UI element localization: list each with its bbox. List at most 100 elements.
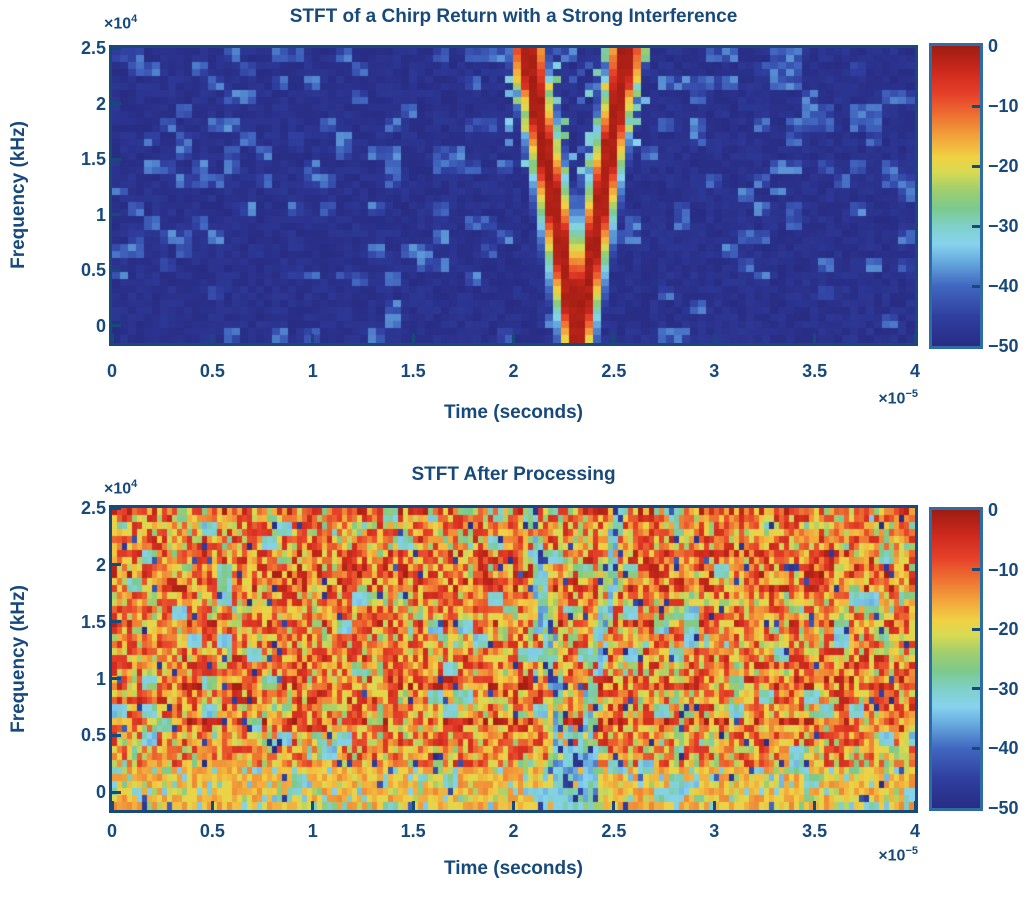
x-tick-label: 2.5	[601, 821, 627, 841]
colorbar-tick-mark	[972, 164, 980, 168]
x-tick-mark	[712, 334, 716, 343]
y-tick-mark	[112, 790, 121, 794]
top-plot-title: STFT of a Chirp Return with a Strong Int…	[289, 6, 738, 27]
y-tick-label: 2.5	[80, 498, 106, 518]
top-axes-frame	[109, 45, 918, 346]
y-tick-label: 1.5	[80, 149, 106, 170]
y-tick-mark	[112, 46, 121, 50]
colorbar-tick-label: −30	[988, 216, 1019, 236]
x-tick-mark	[110, 801, 114, 810]
top-colorbar-frame	[929, 43, 983, 349]
y-tick-mark	[112, 620, 121, 624]
x-tick-mark	[411, 334, 415, 343]
bottom-y-axis-label: Frequency (kHz)	[8, 585, 29, 733]
bottom-colorbar-frame	[929, 507, 983, 811]
top-y-axis-label: Frequency (kHz)	[8, 121, 29, 269]
x-tick-label: 0.5	[199, 821, 225, 841]
x-tick-label: 4	[909, 821, 920, 841]
bottom-y-multiplier-base: ×10	[104, 480, 132, 498]
colorbar-tick-label: −30	[988, 678, 1019, 699]
x-tick-mark	[110, 334, 114, 343]
bottom-x-multiplier-exponent: −5	[905, 845, 918, 857]
colorbar-tick-mark	[972, 746, 980, 750]
y-tick-mark	[112, 563, 121, 567]
y-tick-label: 2.5	[80, 38, 106, 58]
x-tick-label: 2	[508, 821, 519, 841]
colorbar-tick-mark	[972, 104, 980, 108]
top-y-multiplier-base: ×10	[104, 15, 132, 33]
x-tick-label: 3	[709, 821, 720, 841]
bottom-spectrogram-canvas	[112, 508, 915, 810]
y-tick-label: 2	[95, 554, 106, 575]
bottom-axes-frame	[109, 505, 918, 813]
y-tick-mark	[112, 506, 121, 510]
top-spectrogram-canvas	[112, 48, 915, 343]
bottom-x-multiplier-base: ×10	[878, 847, 906, 865]
x-tick-label: 1	[307, 361, 318, 381]
x-tick-label: 3	[709, 361, 720, 381]
y-tick-label: 0	[95, 782, 106, 803]
x-tick-mark	[210, 801, 214, 810]
x-tick-mark	[512, 334, 515, 343]
colorbar-tick-label: −10	[988, 559, 1019, 580]
bottom-x-axis-multiplier: ×10−5	[718, 845, 918, 865]
x-tick-label: 2.5	[601, 361, 627, 381]
x-tick-label: 0	[106, 821, 117, 841]
bottom-plot-title: STFT After Processing	[411, 464, 616, 485]
colorbar-tick-label: −40	[988, 276, 1019, 296]
colorbar-tick-label: −50	[988, 798, 1019, 818]
y-tick-label: 0	[95, 315, 106, 336]
x-tick-mark	[612, 334, 616, 343]
x-tick-mark	[311, 334, 315, 343]
x-tick-mark	[612, 801, 616, 810]
x-tick-label: 1.5	[400, 361, 426, 381]
y-tick-label: 0.5	[80, 725, 106, 746]
y-tick-label: 1.5	[80, 611, 106, 632]
top-x-axis-multiplier: ×10−5	[718, 388, 918, 408]
x-tick-label: 2	[508, 361, 519, 381]
x-tick-mark	[813, 334, 817, 343]
bottom-y-multiplier-exponent: 4	[131, 478, 138, 490]
x-tick-mark	[512, 801, 515, 810]
colorbar-tick-mark	[972, 627, 980, 631]
bottom-x-axis-label: Time (seconds)	[443, 858, 584, 879]
top-x-multiplier-exponent: −5	[905, 388, 918, 400]
top-colorbar-gradient	[932, 46, 980, 346]
colorbar-tick-mark	[972, 284, 980, 288]
x-tick-mark	[311, 801, 315, 810]
x-tick-mark	[813, 801, 817, 810]
x-tick-label: 3.5	[802, 361, 828, 381]
colorbar-tick-label: 0	[988, 36, 999, 56]
x-tick-mark	[712, 801, 716, 810]
y-tick-mark	[112, 213, 121, 217]
top-x-multiplier-base: ×10	[878, 390, 906, 408]
y-tick-mark	[112, 324, 121, 328]
y-tick-label: 2	[95, 93, 106, 114]
y-tick-mark	[112, 157, 121, 161]
colorbar-tick-label: −50	[988, 336, 1019, 356]
top-x-axis-label: Time (seconds)	[443, 402, 584, 423]
x-tick-mark	[913, 801, 917, 810]
colorbar-tick-label: 0	[988, 500, 999, 520]
y-tick-label: 1	[95, 668, 106, 689]
y-tick-label: 0.5	[80, 260, 106, 281]
bottom-y-axis-multiplier: ×104	[104, 478, 137, 498]
bottom-colorbar-gradient	[932, 510, 980, 808]
y-tick-label: 1	[95, 204, 106, 225]
top-y-axis-multiplier: ×104	[104, 13, 137, 33]
x-tick-label: 1	[307, 821, 318, 841]
x-tick-label: 3.5	[802, 821, 828, 841]
x-tick-mark	[210, 334, 214, 343]
y-tick-mark	[112, 677, 121, 681]
y-tick-mark	[112, 102, 121, 106]
x-tick-label: 0	[106, 361, 117, 381]
top-y-multiplier-exponent: 4	[131, 13, 138, 25]
x-tick-label: 4	[909, 361, 920, 381]
colorbar-tick-mark	[972, 687, 980, 691]
colorbar-tick-mark	[972, 568, 980, 572]
x-tick-label: 1.5	[400, 821, 426, 841]
colorbar-tick-label: −40	[988, 738, 1019, 759]
y-tick-mark	[112, 733, 121, 737]
colorbar-tick-label: −20	[988, 619, 1019, 640]
